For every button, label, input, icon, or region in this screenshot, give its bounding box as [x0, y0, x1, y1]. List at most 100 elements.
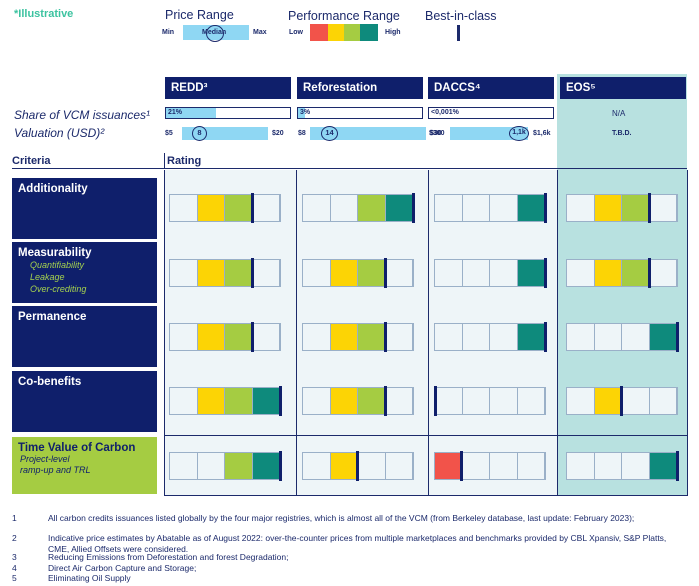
- rating-cell: [197, 388, 225, 414]
- rating-cell: [518, 388, 545, 414]
- rating-bar-time-value-daccs: [434, 451, 546, 481]
- rating-cell: [303, 260, 331, 286]
- best-in-class-indicator: [544, 193, 547, 223]
- best-in-class-indicator: [460, 451, 463, 481]
- rating-cell: [253, 324, 280, 350]
- rating-cell: [170, 324, 198, 350]
- grid-divider-3: [557, 170, 558, 496]
- footnote-text: Indicative price estimates by Abatable a…: [48, 533, 667, 554]
- column-header-daccs: DACCS⁴: [428, 77, 554, 99]
- best-in-class-indicator: [434, 386, 437, 416]
- rating-cell: [622, 195, 650, 221]
- rating-cell: [170, 388, 198, 414]
- rating-cell: [303, 453, 331, 479]
- rating-bar-permanence-daccs: [434, 322, 547, 352]
- criteria-co-benefits: Co-benefits: [12, 371, 157, 432]
- rating-cell: [463, 388, 490, 414]
- rating-cell: [170, 260, 198, 286]
- rating-cell: [330, 388, 358, 414]
- best-in-class-indicator: [251, 258, 254, 288]
- rating-cell: [225, 453, 253, 479]
- rating-header: Rating: [167, 155, 202, 167]
- criteria-name: Measurability: [18, 247, 92, 259]
- share-value-daccs: <0,001%: [431, 109, 459, 116]
- rating-cell: [303, 388, 331, 414]
- best-in-class-indicator: [251, 193, 254, 223]
- best-in-class-indicator: [676, 451, 679, 481]
- rating-cell: [490, 453, 518, 479]
- rating-cell: [622, 324, 650, 350]
- performance-low-label: Low: [289, 29, 303, 36]
- best-in-class-indicator: [676, 322, 679, 352]
- share-bar-redd: 21%: [165, 107, 291, 119]
- grid-divider-4: [687, 170, 688, 496]
- criteria-sub: Quantifiability: [30, 260, 85, 270]
- rating-cell: [650, 260, 677, 286]
- criteria-measurability: Measurability Quantifiability Leakage Ov…: [12, 242, 157, 303]
- header-column-divider: [164, 153, 165, 168]
- rating-cell: [197, 260, 225, 286]
- rating-bar-additionality-redd: [169, 193, 281, 223]
- rating-bar-additionality-eos: [566, 193, 678, 223]
- criteria-sub: Leakage: [30, 272, 65, 282]
- criteria-additionality: Additionality: [12, 178, 157, 239]
- best-in-class-indicator: [384, 258, 387, 288]
- rating-cell: [622, 388, 650, 414]
- best-in-class-indicator: [384, 386, 387, 416]
- rating-cell: [622, 453, 650, 479]
- rating-cell: [490, 195, 518, 221]
- rating-bar-permanence-eos: [566, 322, 679, 352]
- rating-cell: [386, 324, 413, 350]
- rating-cell: [331, 195, 358, 221]
- rating-cell: [170, 453, 198, 479]
- rating-cell: [198, 453, 225, 479]
- rating-cell: [567, 453, 595, 479]
- rating-cell: [358, 260, 386, 286]
- footnote-number: 4: [12, 563, 17, 573]
- price-range-min-label: Min: [162, 29, 175, 36]
- criteria-name: Time Value of Carbon: [18, 442, 136, 454]
- rating-cell: [649, 453, 677, 479]
- rating-cell: [435, 260, 463, 286]
- criteria-name: Additionality: [18, 183, 88, 195]
- criteria-name: Permanence: [18, 311, 87, 323]
- footnote-number: 2: [12, 533, 17, 543]
- rating-cell: [358, 388, 386, 414]
- best-in-class-indicator: [384, 322, 387, 352]
- criteria-sub: Project-level: [20, 454, 70, 464]
- rating-cell: [567, 388, 595, 414]
- illustrative-note: *Illustrative: [14, 8, 74, 20]
- price-range-legend-title: Price Range: [165, 8, 234, 22]
- best-in-class-indicator: [412, 193, 415, 223]
- rating-cell: [330, 324, 358, 350]
- rating-cell: [650, 195, 677, 221]
- criteria-sub: Over-crediting: [30, 284, 87, 294]
- rating-cell: [490, 260, 518, 286]
- rating-cell: [358, 195, 386, 221]
- grid-tvc-divider: [164, 435, 688, 436]
- valuation-max-reforestation: $30: [430, 130, 442, 137]
- rating-cell: [386, 388, 413, 414]
- rating-cell: [386, 260, 413, 286]
- rating-cell: [385, 195, 413, 221]
- rating-cell: [517, 260, 545, 286]
- rating-cell: [594, 388, 622, 414]
- performance-range-legend-title: Performance Range: [288, 9, 400, 23]
- rating-cell: [197, 195, 225, 221]
- rating-bar-co-benefits-daccs: [434, 386, 546, 416]
- footnote-text: All carbon credits issuances listed glob…: [48, 513, 635, 523]
- valuation-max-daccs: $1,6k: [533, 130, 551, 137]
- grid-bottom-border: [164, 495, 688, 496]
- rating-cell: [595, 324, 622, 350]
- share-bar-reforestation: 3%: [297, 107, 423, 119]
- best-in-class-indicator: [648, 193, 651, 223]
- rating-cell: [463, 195, 490, 221]
- footnote-number: 1: [12, 513, 17, 523]
- rating-cell: [303, 195, 331, 221]
- rating-cell: [330, 260, 358, 286]
- rating-cell: [252, 388, 280, 414]
- price-range-median-label: Median: [202, 29, 227, 36]
- header-divider: [12, 168, 687, 169]
- valuation-bar-reforestation: [310, 127, 426, 140]
- rating-cell: [567, 324, 595, 350]
